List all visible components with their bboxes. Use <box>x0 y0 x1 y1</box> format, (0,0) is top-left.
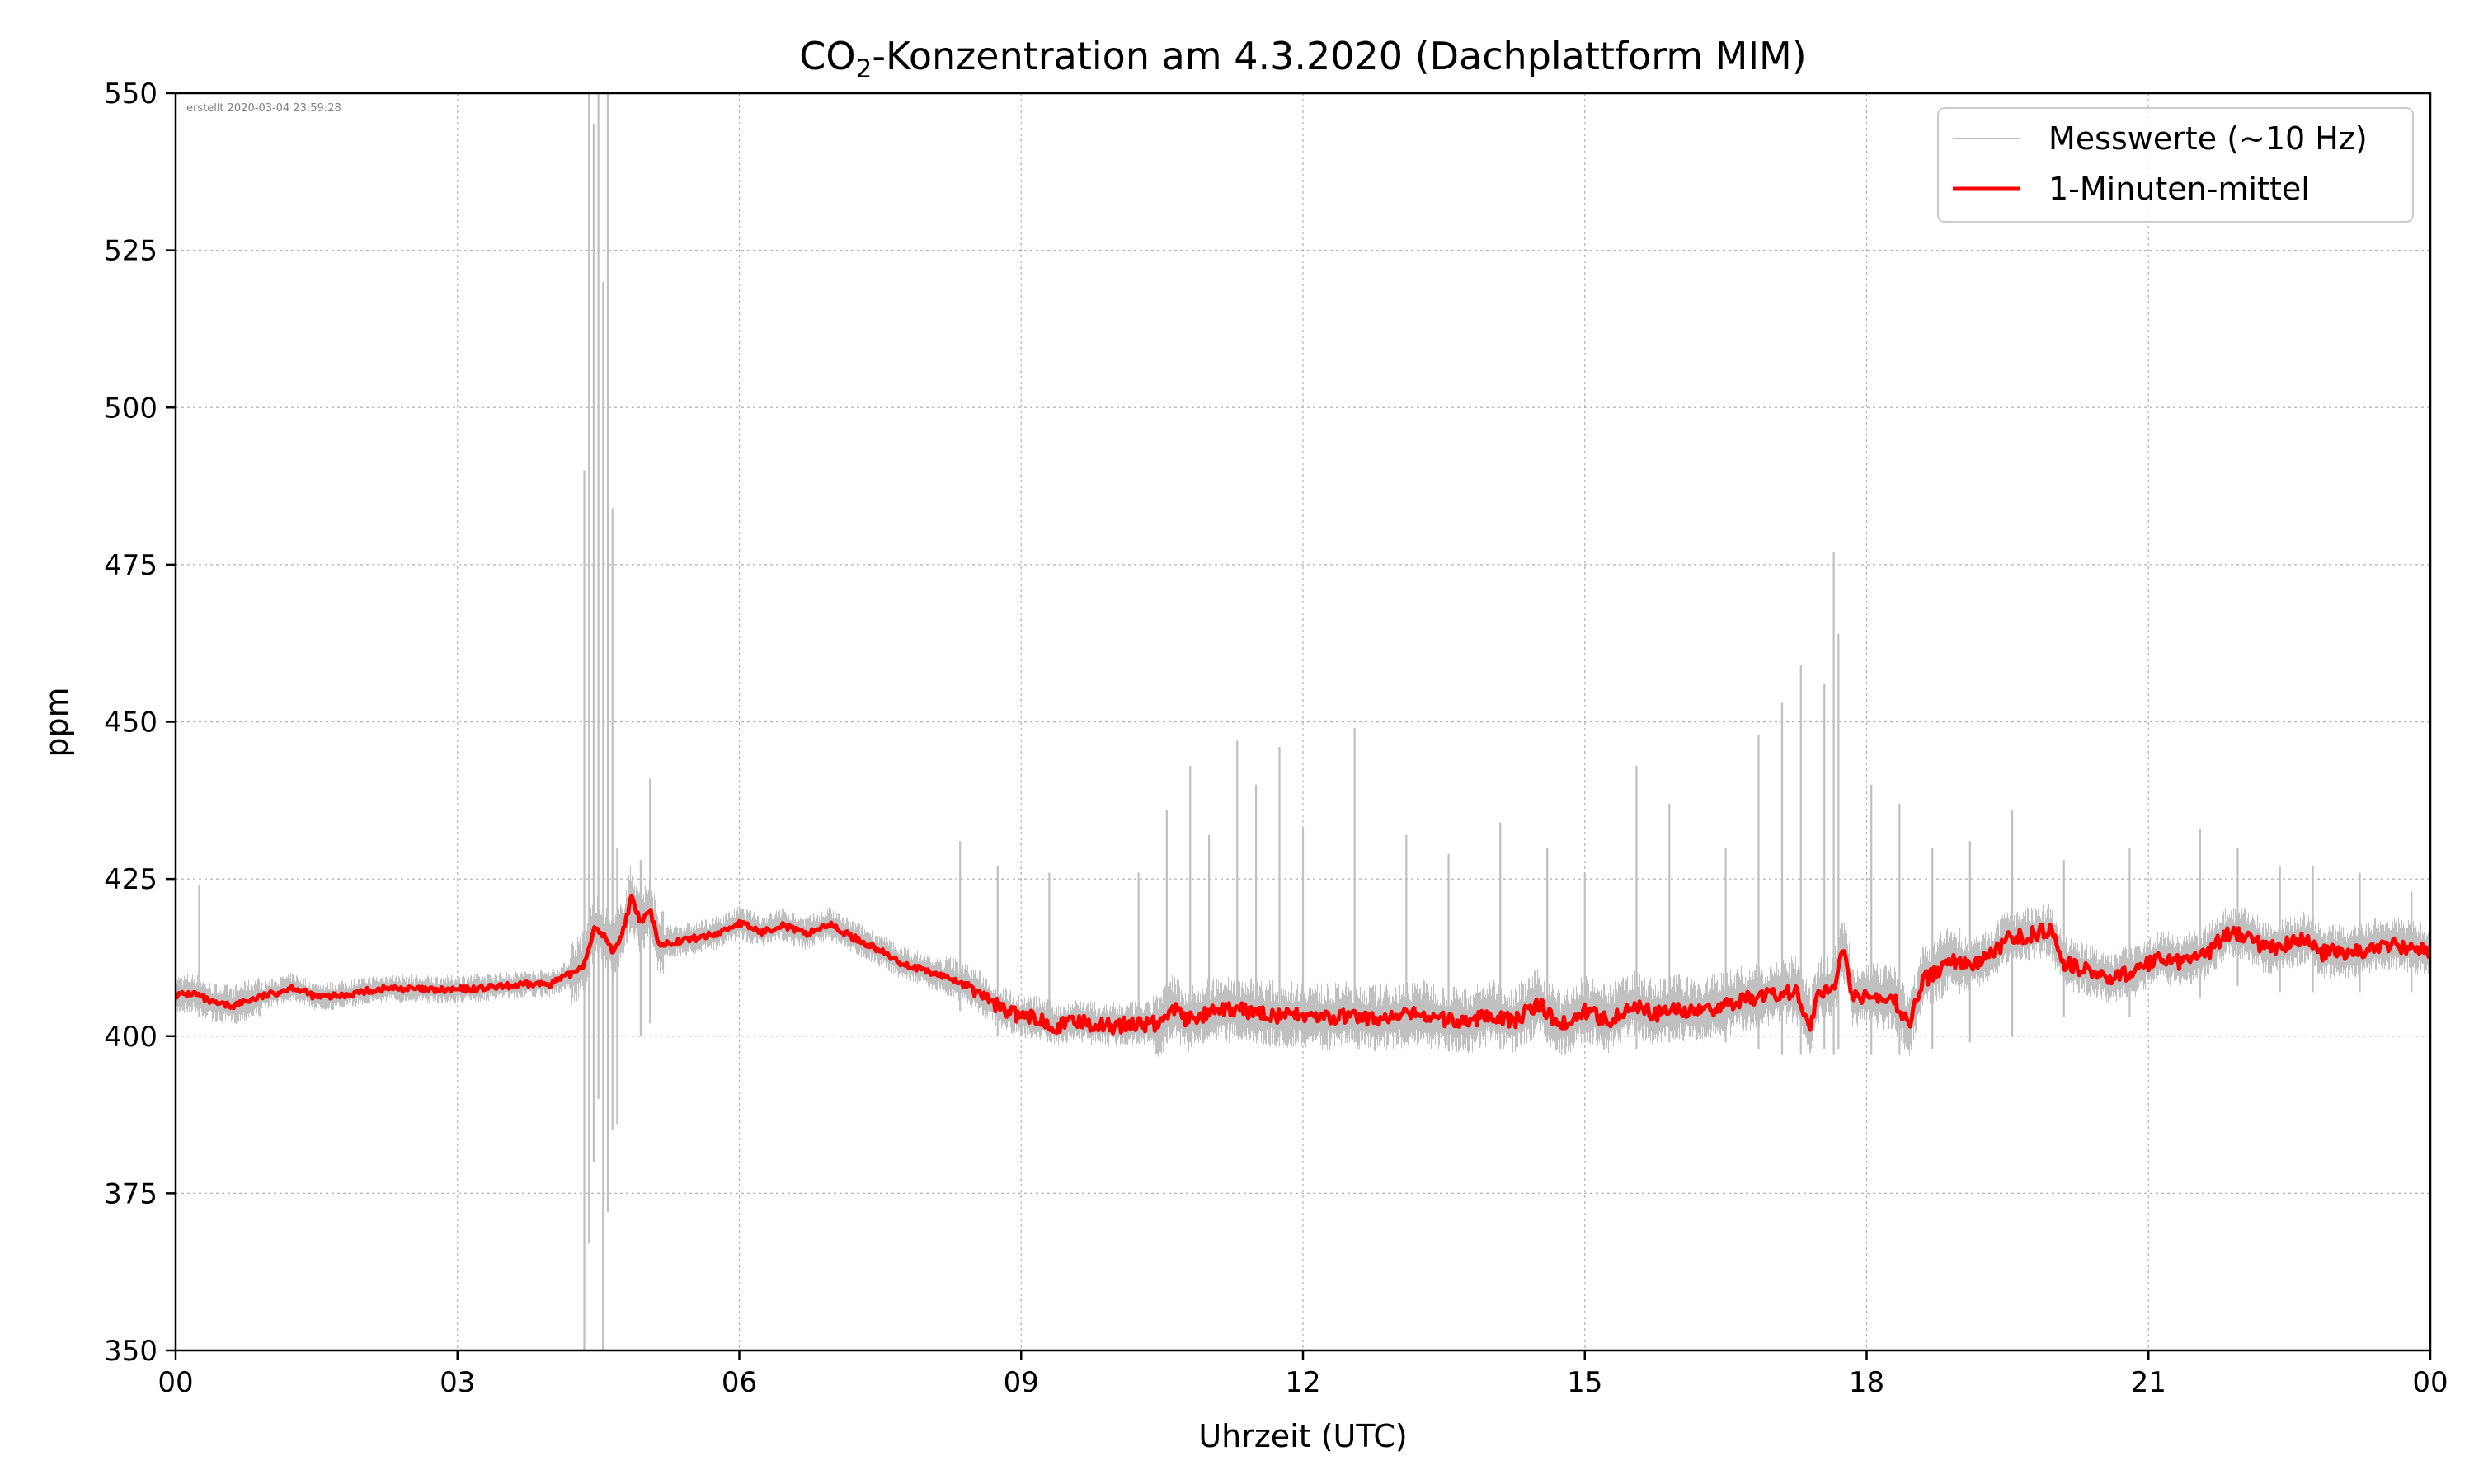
x-tick-label: 12 <box>1285 1366 1320 1399</box>
x-tick-label: 21 <box>2131 1366 2166 1399</box>
legend-label-raw: Messwerte (~10 Hz) <box>2048 120 2368 157</box>
chart-title-prefix: CO <box>799 34 855 78</box>
chart-title: CO2-Konzentration am 4.3.2020 (Dachplatt… <box>799 34 1806 84</box>
x-tick-label: 18 <box>1849 1366 1884 1399</box>
y-tick-label: 550 <box>104 77 158 110</box>
chart-title-suffix: -Konzentration am 4.3.2020 (Dachplattfor… <box>872 34 1806 78</box>
legend-box <box>1937 107 2414 223</box>
x-tick-label: 00 <box>158 1366 193 1399</box>
y-tick-label: 375 <box>104 1177 158 1210</box>
legend-label-mean: 1-Minuten-mittel <box>2048 171 2310 207</box>
y-tick-label: 425 <box>104 863 158 896</box>
mean-line <box>176 893 2430 1036</box>
x-tick-label: 03 <box>440 1366 475 1399</box>
x-axis-label: Uhrzeit (UTC) <box>1198 1418 1407 1454</box>
x-tick-label: 15 <box>1567 1366 1602 1399</box>
y-tick-label: 450 <box>104 707 158 740</box>
x-tick-label: 00 <box>2412 1366 2448 1399</box>
x-tick-label: 09 <box>1004 1366 1039 1399</box>
chart-title-subscript: 2 <box>856 54 872 84</box>
y-tick-label: 475 <box>104 549 158 582</box>
y-tick-label: 350 <box>104 1335 158 1368</box>
y-tick-label: 500 <box>104 392 158 425</box>
x-axis-ticks: 00 03 06 09 12 15 18 21 00 <box>158 1350 2448 1399</box>
mean-series-layer <box>176 893 2430 1036</box>
legend: Messwerte (~10 Hz) 1-Minuten-mittel <box>1937 107 2414 223</box>
y-tick-label: 400 <box>104 1021 158 1054</box>
y-axis-label: ppm <box>39 687 75 757</box>
creation-stamp: erstellt 2020-03-04 23:59:28 <box>186 102 341 115</box>
y-tick-label: 525 <box>104 235 158 268</box>
y-axis-ticks: 350 375 400 425 450 475 500 525 550 <box>104 77 176 1368</box>
x-tick-label: 06 <box>722 1366 757 1399</box>
